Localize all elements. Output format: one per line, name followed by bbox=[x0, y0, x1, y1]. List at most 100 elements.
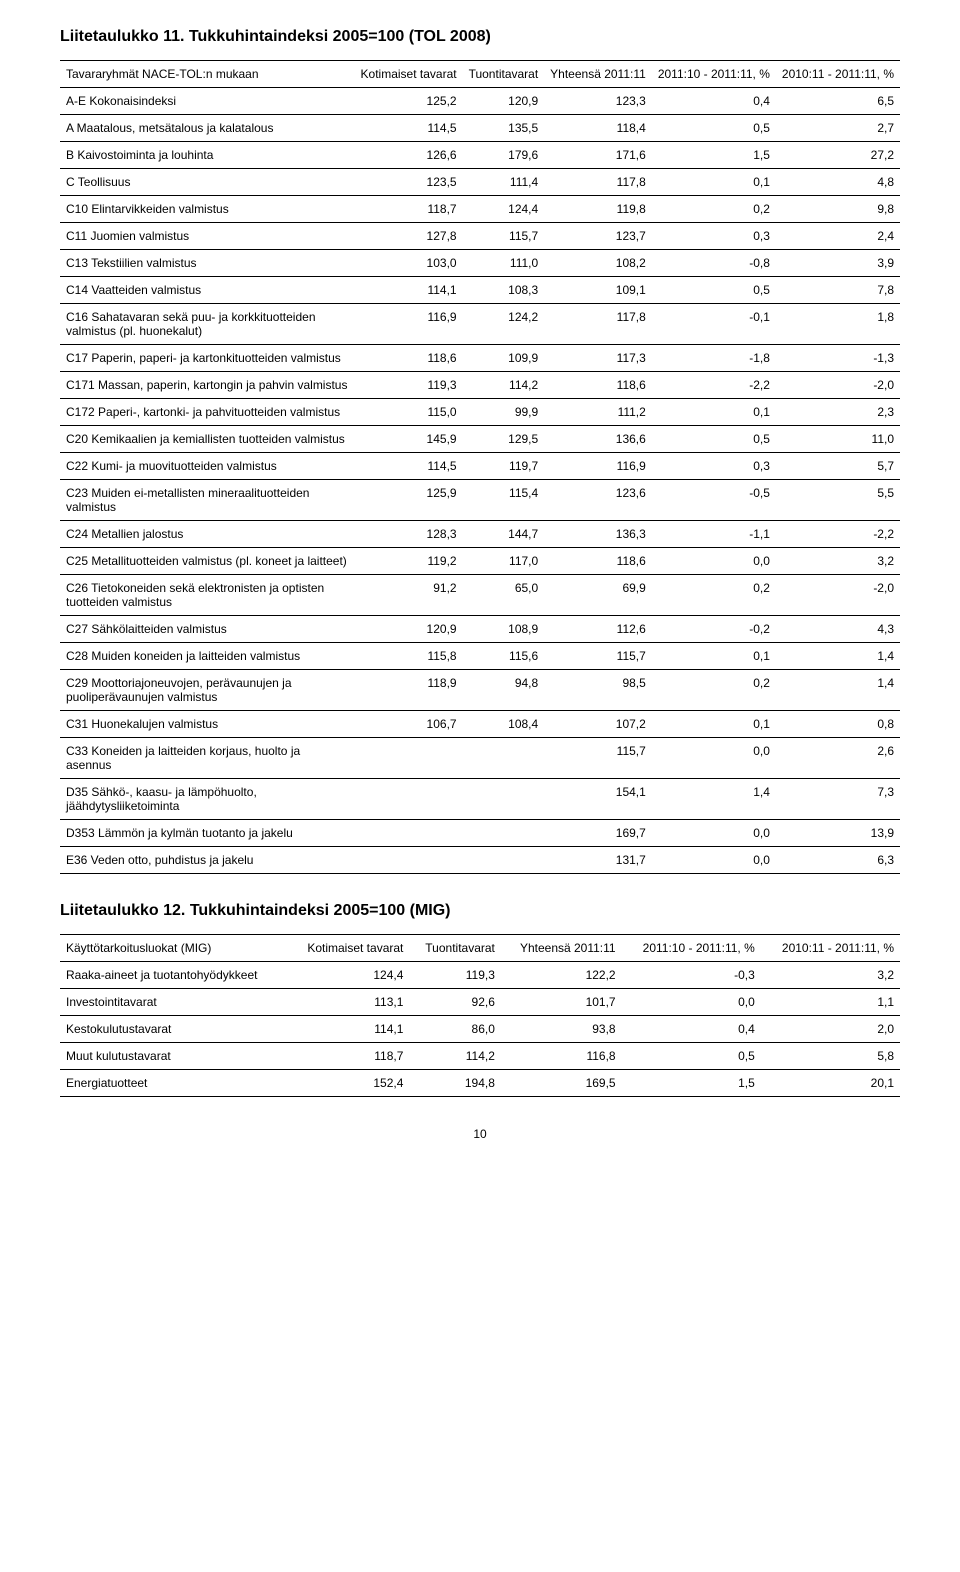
table11-row-label: C17 Paperin, paperi- ja kartonkituotteid… bbox=[60, 345, 355, 372]
table11-cell: 0,4 bbox=[652, 88, 776, 115]
table12-cell: 86,0 bbox=[409, 1016, 501, 1043]
table12-cell: 101,7 bbox=[501, 989, 622, 1016]
table11-cell: 114,1 bbox=[355, 277, 463, 304]
table12-cell: 169,5 bbox=[501, 1070, 622, 1097]
table12-cell: 5,8 bbox=[761, 1043, 900, 1070]
table11-cell: 127,8 bbox=[355, 223, 463, 250]
table11-row-label: A Maatalous, metsätalous ja kalatalous bbox=[60, 115, 355, 142]
table11-cell: 69,9 bbox=[544, 575, 652, 616]
table11-row: C16 Sahatavaran sekä puu- ja korkkituott… bbox=[60, 304, 900, 345]
table11-cell: 0,2 bbox=[652, 196, 776, 223]
table11-cell: 124,4 bbox=[463, 196, 545, 223]
table11-row: D353 Lämmön ja kylmän tuotanto ja jakelu… bbox=[60, 820, 900, 847]
table12-cell: 20,1 bbox=[761, 1070, 900, 1097]
table11-cell: 0,1 bbox=[652, 399, 776, 426]
table12-col-2: Yhteensä 2011:11 bbox=[501, 935, 622, 962]
table11-row-label: C172 Paperi-, kartonki- ja pahvituotteid… bbox=[60, 399, 355, 426]
table11-cell: 27,2 bbox=[776, 142, 900, 169]
table11-row-label: C20 Kemikaalien ja kemiallisten tuotteid… bbox=[60, 426, 355, 453]
table11-cell: 136,6 bbox=[544, 426, 652, 453]
table11-cell: 11,0 bbox=[776, 426, 900, 453]
table11-title: Liitetaulukko 11. Tukkuhintaindeksi 2005… bbox=[60, 28, 900, 46]
table11-cell: 115,4 bbox=[463, 480, 545, 521]
table11-cell: 2,6 bbox=[776, 738, 900, 779]
table11-row: C26 Tietokoneiden sekä elektronisten ja … bbox=[60, 575, 900, 616]
table12-cell: 114,2 bbox=[409, 1043, 501, 1070]
table11-cell: 1,4 bbox=[652, 779, 776, 820]
table11-cell: 179,6 bbox=[463, 142, 545, 169]
table12-cell: 0,0 bbox=[622, 989, 761, 1016]
table11-cell: 119,8 bbox=[544, 196, 652, 223]
table11-row: A-E Kokonaisindeksi125,2120,9123,30,46,5 bbox=[60, 88, 900, 115]
table11-cell: 98,5 bbox=[544, 670, 652, 711]
table11-cell: 109,1 bbox=[544, 277, 652, 304]
table11-cell: 108,2 bbox=[544, 250, 652, 277]
table11-cell bbox=[463, 820, 545, 847]
table11-cell: 13,9 bbox=[776, 820, 900, 847]
table12-row: Raaka-aineet ja tuotantohyödykkeet124,41… bbox=[60, 962, 900, 989]
table11-cell: 136,3 bbox=[544, 521, 652, 548]
table11-cell: 0,5 bbox=[652, 277, 776, 304]
table11-row-label: C11 Juomien valmistus bbox=[60, 223, 355, 250]
table11-cell: 119,2 bbox=[355, 548, 463, 575]
table11-row-label: C27 Sähkölaitteiden valmistus bbox=[60, 616, 355, 643]
table11-cell: 169,7 bbox=[544, 820, 652, 847]
table11-cell: 119,7 bbox=[463, 453, 545, 480]
table11-row-label: C23 Muiden ei-metallisten mineraalituott… bbox=[60, 480, 355, 521]
table11-row-label: C28 Muiden koneiden ja laitteiden valmis… bbox=[60, 643, 355, 670]
table11-row-label: D353 Lämmön ja kylmän tuotanto ja jakelu bbox=[60, 820, 355, 847]
table11-cell: 119,3 bbox=[355, 372, 463, 399]
table12-header-row: Käyttötarkoitusluokat (MIG) Kotimaiset t… bbox=[60, 935, 900, 962]
table11-cell: 0,0 bbox=[652, 820, 776, 847]
table11-row-label: C10 Elintarvikkeiden valmistus bbox=[60, 196, 355, 223]
table12: Käyttötarkoitusluokat (MIG) Kotimaiset t… bbox=[60, 934, 900, 1097]
table12-col-4: 2010:11 - 2011:11, % bbox=[761, 935, 900, 962]
table11-cell: 2,7 bbox=[776, 115, 900, 142]
table11-cell: 115,7 bbox=[544, 738, 652, 779]
table11-cell: 120,9 bbox=[355, 616, 463, 643]
table12-row-label: Raaka-aineet ja tuotantohyödykkeet bbox=[60, 962, 288, 989]
page-number: 10 bbox=[60, 1127, 900, 1141]
table11-cell: 111,4 bbox=[463, 169, 545, 196]
table11-cell bbox=[355, 779, 463, 820]
table11-row: A Maatalous, metsätalous ja kalatalous11… bbox=[60, 115, 900, 142]
table11-cell: 108,3 bbox=[463, 277, 545, 304]
table11-cell: 115,7 bbox=[544, 643, 652, 670]
table12-cell: 3,2 bbox=[761, 962, 900, 989]
table11-cell: 117,3 bbox=[544, 345, 652, 372]
table11-col-1: Tuontitavarat bbox=[463, 61, 545, 88]
table11-row: C33 Koneiden ja laitteiden korjaus, huol… bbox=[60, 738, 900, 779]
table11-row: C172 Paperi-, kartonki- ja pahvituotteid… bbox=[60, 399, 900, 426]
table11-cell: 128,3 bbox=[355, 521, 463, 548]
table11-row: C13 Tekstiilien valmistus103,0111,0108,2… bbox=[60, 250, 900, 277]
table11-cell: -1,1 bbox=[652, 521, 776, 548]
table11-row: C171 Massan, paperin, kartongin ja pahvi… bbox=[60, 372, 900, 399]
table11-cell: 111,2 bbox=[544, 399, 652, 426]
table11-row-label: C26 Tietokoneiden sekä elektronisten ja … bbox=[60, 575, 355, 616]
table11-row: C27 Sähkölaitteiden valmistus120,9108,91… bbox=[60, 616, 900, 643]
table11-cell: 118,7 bbox=[355, 196, 463, 223]
page-container: Liitetaulukko 11. Tukkuhintaindeksi 2005… bbox=[0, 0, 960, 1181]
table12-cell: 114,1 bbox=[288, 1016, 409, 1043]
table11-cell: -0,2 bbox=[652, 616, 776, 643]
table11-row: E36 Veden otto, puhdistus ja jakelu131,7… bbox=[60, 847, 900, 874]
table11-cell: 114,5 bbox=[355, 115, 463, 142]
table12-cell: 0,4 bbox=[622, 1016, 761, 1043]
table11-cell: 116,9 bbox=[355, 304, 463, 345]
table12-row: Kestokulutustavarat114,186,093,80,42,0 bbox=[60, 1016, 900, 1043]
table11-row: D35 Sähkö-, kaasu- ja lämpöhuolto, jäähd… bbox=[60, 779, 900, 820]
table11-cell: -2,2 bbox=[652, 372, 776, 399]
table11-cell: 126,6 bbox=[355, 142, 463, 169]
table11-row: C20 Kemikaalien ja kemiallisten tuotteid… bbox=[60, 426, 900, 453]
table11-cell: 0,2 bbox=[652, 670, 776, 711]
table11-cell: 0,3 bbox=[652, 223, 776, 250]
table12-cell: 152,4 bbox=[288, 1070, 409, 1097]
table11-cell: 114,2 bbox=[463, 372, 545, 399]
table11-cell: 6,3 bbox=[776, 847, 900, 874]
table11-cell: 0,1 bbox=[652, 711, 776, 738]
table11-cell: 135,5 bbox=[463, 115, 545, 142]
table11-cell: 111,0 bbox=[463, 250, 545, 277]
table11-cell: 0,0 bbox=[652, 847, 776, 874]
table11-cell: -1,3 bbox=[776, 345, 900, 372]
table11-cell: 117,8 bbox=[544, 304, 652, 345]
